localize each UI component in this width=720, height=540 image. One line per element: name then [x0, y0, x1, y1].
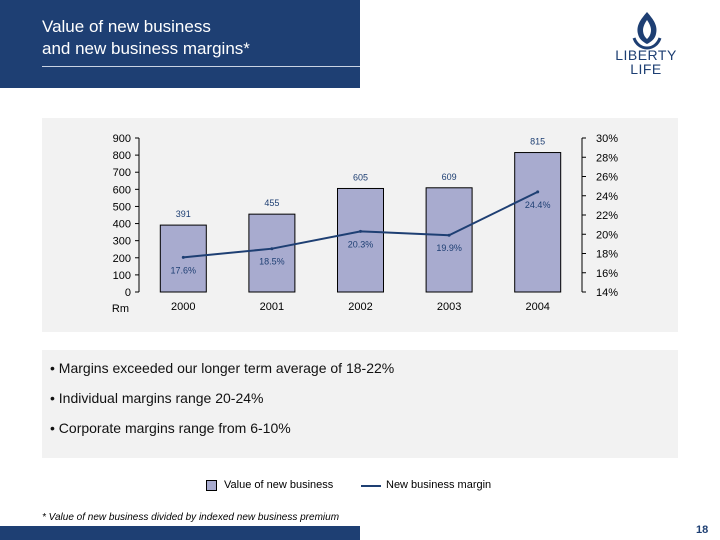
logo-text-line1: LIBERTY: [615, 47, 677, 63]
bar-2004: [514, 152, 562, 293]
legend-bar-label: Value of new business: [224, 479, 334, 491]
logo-text-line2: LIFE: [630, 61, 662, 77]
bar-value-label: 605: [353, 172, 368, 182]
bar-2003: [425, 187, 473, 293]
flame-icon: [632, 12, 662, 50]
x-axis-tick-label: 2003: [437, 301, 461, 313]
left-axis-tick-label: 300: [113, 236, 131, 248]
right-axis-tick-label: 18%: [596, 249, 618, 261]
x-axis-tick-label: 2000: [171, 301, 195, 313]
right-axis-tick-label: 20%: [596, 229, 618, 241]
bullet-list: Margins exceeded our longer term average…: [42, 350, 678, 458]
margin-value-label: 19.9%: [436, 243, 462, 253]
bar-2002: [337, 187, 384, 293]
x-axis-tick-label: 2004: [525, 301, 549, 313]
left-axis-tick-label: 900: [113, 133, 131, 145]
chart-panel: 0 100 200 300 400 500 600 700 800 900 Rm 14% 16% 18% 2…: [42, 118, 678, 332]
margin-point: [536, 190, 540, 194]
left-axis-unit-label: Rm: [112, 303, 129, 315]
right-axis-tick-label: 26%: [596, 172, 618, 184]
bar-value-label: 609: [442, 172, 457, 182]
margin-point: [270, 247, 274, 251]
footnote: * Value of new business divided by index…: [42, 512, 340, 523]
margin-value-label: 24.4%: [525, 200, 551, 210]
footer-bar: [0, 526, 360, 540]
right-axis-tick-label: 22%: [596, 210, 618, 222]
title-underline: [42, 66, 360, 67]
left-axis-tick-label: 600: [113, 184, 131, 196]
bar-value-label: 815: [530, 137, 545, 147]
right-axis-tick-label: 24%: [596, 191, 618, 203]
right-axis-tick-label: 14%: [596, 287, 618, 299]
left-axis-tick-label: 500: [113, 201, 131, 213]
margin-value-label: 20.3%: [348, 239, 374, 249]
left-axis-tick-label: 400: [113, 219, 131, 231]
bullet-item: Margins exceeded our longer term average…: [50, 360, 394, 376]
logo-wordmark: LIBERTY LIFE: [603, 48, 689, 76]
margin-point: [359, 229, 362, 233]
left-axis-tick-label: 200: [113, 253, 131, 265]
bullet-item: Corporate margins range from 6-10%: [50, 420, 291, 436]
page-number: 18: [696, 524, 709, 536]
bar-value-label: 455: [264, 198, 279, 208]
slide-title: Value of new business and new business m…: [42, 17, 250, 58]
left-axis-tick-label: 700: [113, 167, 131, 179]
legend-line-swatch: [361, 485, 381, 487]
left-axis-tick-label: 0: [125, 287, 131, 299]
bullet-item: Individual margins range 20-24%: [50, 390, 264, 406]
margin-point: [181, 255, 185, 259]
left-axis-tick-label: 100: [113, 270, 131, 282]
combo-chart: 0 100 200 300 400 500 600 700 800 900 Rm 14% 16% 18% 2…: [112, 133, 618, 315]
x-axis-tick-label: 2001: [260, 301, 284, 313]
left-axis-tick-label: 800: [113, 150, 131, 162]
legend-bar-swatch: [206, 480, 217, 491]
bar-value-label: 391: [176, 209, 191, 219]
right-axis-tick-label: 30%: [596, 133, 618, 145]
margin-point: [447, 233, 451, 237]
title-banner: Value of new business and new business m…: [0, 0, 360, 88]
x-axis-tick-label: 2002: [348, 301, 372, 313]
right-axis-tick-label: 28%: [596, 152, 618, 164]
bar-2001: [248, 213, 296, 293]
margin-value-label: 18.5%: [259, 257, 285, 267]
legend-line-label: New business margin: [386, 479, 492, 491]
margin-value-label: 17.6%: [171, 265, 197, 275]
right-axis-tick-label: 16%: [596, 268, 618, 280]
